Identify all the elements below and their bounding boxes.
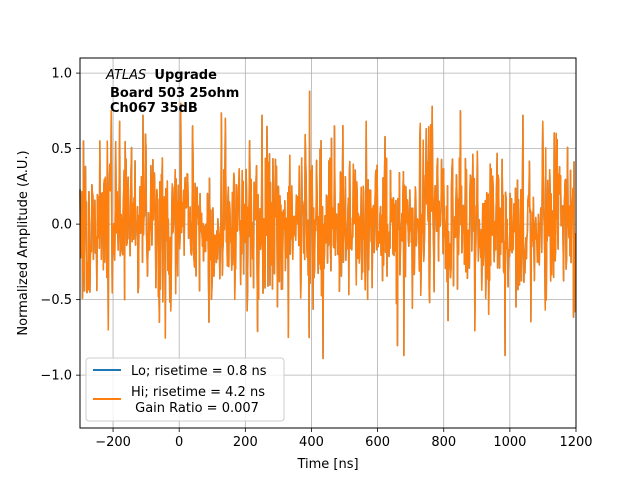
x-tick-label: 800 xyxy=(431,435,456,450)
x-axis-ticks: −200 0 200 400 600 800 1000 1200 xyxy=(95,428,593,450)
x-tick-label: 0 xyxy=(175,435,183,450)
annotation: ATLAS Upgrade Board 503 25ohm Ch067 35dB xyxy=(105,68,239,116)
x-tick-label: −200 xyxy=(95,435,131,450)
legend: Lo; risetime = 0.8 ns Hi; risetime = 4.2… xyxy=(0,0,294,422)
legend-label-lo: Lo; risetime = 0.8 ns xyxy=(131,364,267,379)
annotation-board: Board 503 25ohm xyxy=(110,86,239,101)
annotation-channel: Ch067 35dB xyxy=(110,101,198,116)
x-tick-label: 600 xyxy=(365,435,390,450)
y-tick-label: −0.5 xyxy=(40,293,72,308)
y-tick-label: 0.5 xyxy=(51,142,72,157)
legend-label-hi: Hi; risetime = 4.2 ns xyxy=(131,385,265,400)
x-tick-label: 1000 xyxy=(493,435,526,450)
y-tick-label: 1.0 xyxy=(51,67,72,82)
y-axis-ticks: −1.0 −0.5 0.0 0.5 1.0 xyxy=(40,67,80,384)
x-tick-label: 200 xyxy=(233,435,258,450)
y-axis-label: Normalized Amplitude (A.U.) xyxy=(16,150,31,335)
legend-label-hi-ratio: Gain Ratio = 0.007 xyxy=(131,401,259,416)
y-tick-label: 0.0 xyxy=(51,218,72,233)
x-tick-label: 1200 xyxy=(559,435,592,450)
plot-frame xyxy=(79,57,577,429)
svg-text:Hi; risetime = 4.2 ns G: Hi; risetime = 4.2 ns Gain Ratio = 0.007 xyxy=(0,0,294,416)
legend-frame xyxy=(85,357,285,422)
series-hi-line xyxy=(79,90,577,360)
x-tick-label: 400 xyxy=(299,435,324,450)
series-hi xyxy=(79,90,577,360)
annotation-upgrade: Upgrade xyxy=(154,68,217,83)
y-tick-label: −1.0 xyxy=(40,369,72,384)
annotation-atlas: ATLAS xyxy=(105,68,146,83)
x-axis-label: Time [ns] xyxy=(296,457,358,472)
svg-text:ATLAS Upgrade: ATLAS Upgrade xyxy=(105,68,217,83)
